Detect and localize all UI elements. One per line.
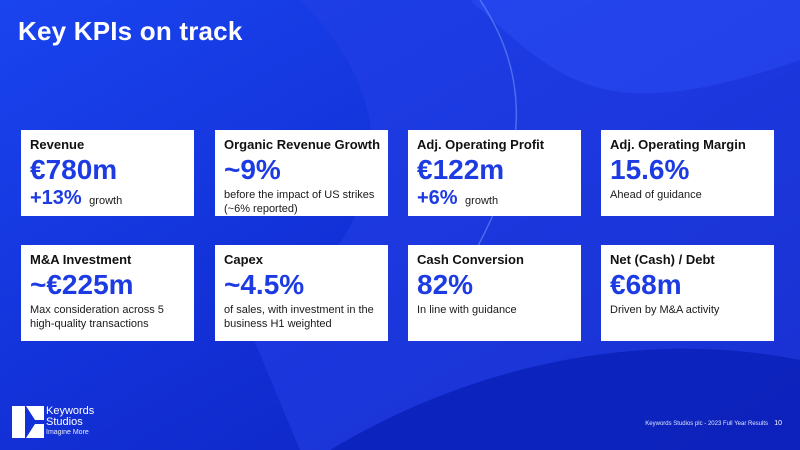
kpi-value: €780m: [30, 154, 118, 185]
kpi-title: Cash Conversion: [417, 252, 524, 267]
kpi-title: Organic Revenue Growth: [224, 137, 381, 152]
brand-wordmark: Keywords Studios Imagine More: [46, 406, 94, 437]
kpi-value: €68m: [610, 269, 682, 300]
kpi-growth: +6% growth: [417, 187, 573, 210]
kpi-description: In line with guidance: [417, 304, 517, 316]
slide-title: Key KPIs on track: [18, 16, 243, 46]
kpi-title: Adj. Operating Margin: [610, 137, 746, 152]
kpi-card-organic-revenue-growth: Organic Revenue Growth ~9% before the im…: [215, 130, 388, 216]
kpi-value: 82%: [417, 269, 474, 300]
brand-tagline: Imagine More: [46, 429, 89, 436]
kpi-card-revenue: Revenue €780m +13% growth: [21, 130, 194, 216]
kpi-value: €122m: [417, 154, 505, 185]
kpi-value: ~9%: [224, 154, 281, 185]
kpi-title: M&A Investment: [30, 252, 132, 267]
kpi-value: ~4.5%: [224, 269, 305, 300]
kpi-card-capex: Capex ~4.5% of sales, with investment in…: [215, 245, 388, 341]
kpi-description: before the impact of US strikes (~6% rep…: [224, 189, 375, 215]
kpi-description: of sales, with investment in the busines…: [224, 304, 374, 330]
kpi-growth-label: growth: [89, 195, 123, 207]
kpi-title: Revenue: [30, 137, 85, 152]
kpi-card-cash-conversion: Cash Conversion 82% In line with guidanc…: [408, 245, 581, 341]
kpi-growth: +13% growth: [30, 187, 186, 210]
kpi-description: Max consideration across 5 high-quality …: [30, 304, 164, 330]
kpi-growth-value: +6%: [417, 187, 458, 209]
kpi-card-net-cash-debt: Net (Cash) / Debt €68m Driven by M&A act…: [601, 245, 774, 341]
kpi-card-adj-operating-margin: Adj. Operating Margin 15.6% Ahead of gui…: [601, 130, 774, 216]
kpi-value: 15.6%: [610, 154, 690, 185]
kpi-title: Capex: [224, 252, 264, 267]
footer-text: Keywords Studios plc - 2023 Full Year Re…: [645, 421, 768, 427]
brand-name-line1: Keywords: [46, 405, 95, 417]
page-number: 10: [774, 420, 782, 427]
brand-name-line2: Studios: [46, 416, 83, 428]
kpi-title: Adj. Operating Profit: [417, 137, 545, 152]
keywords-logo-icon: [12, 406, 44, 438]
kpi-title: Net (Cash) / Debt: [610, 252, 715, 267]
kpi-card-adj-operating-profit: Adj. Operating Profit €122m +6% growth: [408, 130, 581, 216]
kpi-value: ~€225m: [30, 269, 134, 300]
kpi-growth-value: +13%: [30, 187, 82, 209]
kpi-description: Driven by M&A activity: [610, 304, 720, 316]
kpi-description: Ahead of guidance: [610, 189, 702, 201]
kpi-growth-label: growth: [465, 195, 499, 207]
kpi-card-ma-investment: M&A Investment ~€225m Max consideration …: [21, 245, 194, 341]
